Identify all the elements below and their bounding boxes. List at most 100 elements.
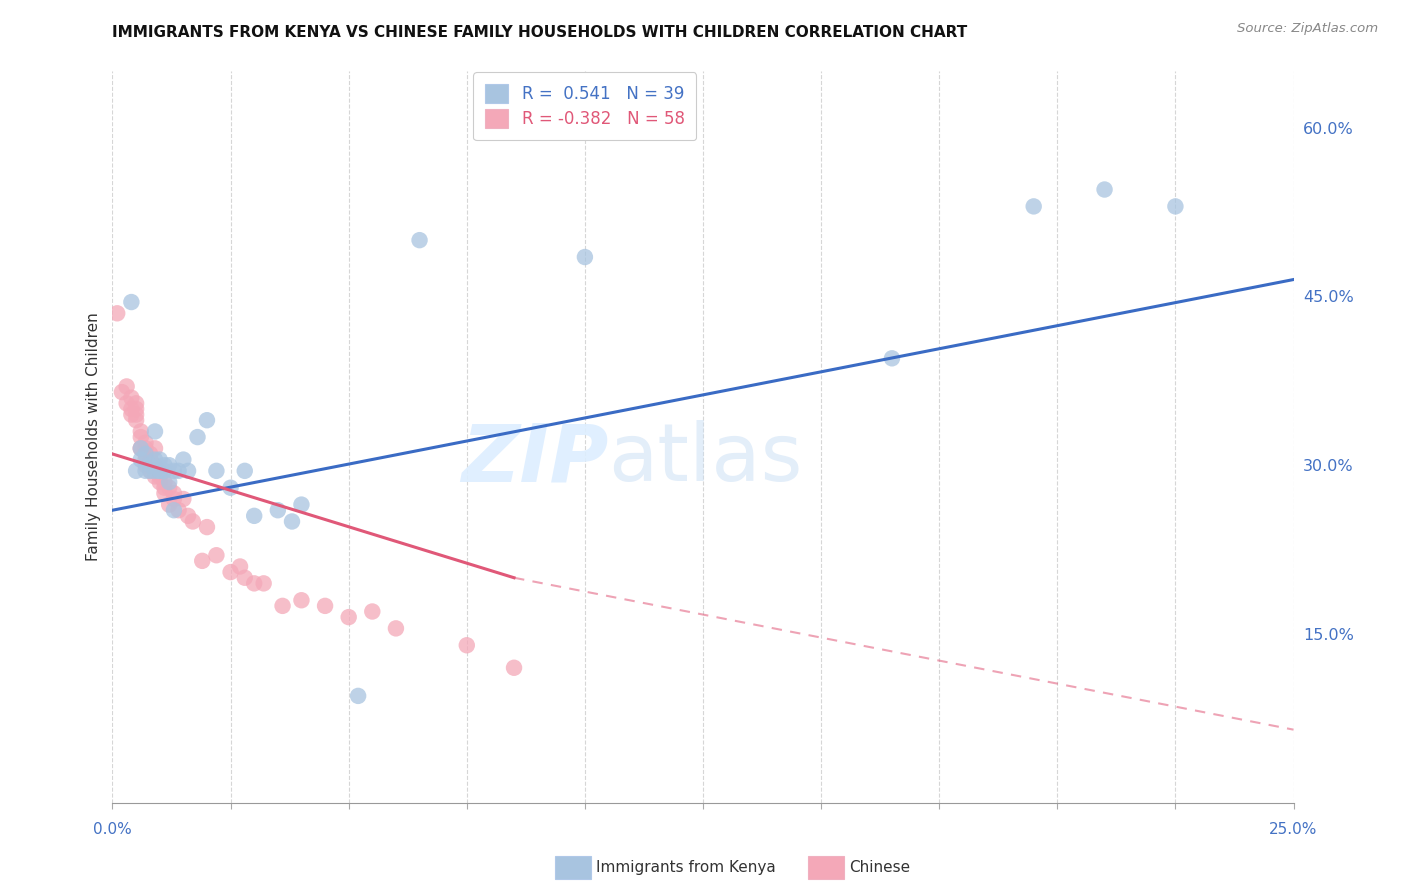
Point [153,464,176,478]
Point [143,442,166,456]
Point [361,605,384,619]
Point [163,503,186,517]
Point [105,306,128,320]
Point [219,565,242,579]
Point [129,430,152,444]
Point [120,295,142,310]
Point [143,458,166,473]
Point [149,452,172,467]
Point [157,481,180,495]
Point [135,447,157,461]
Point [219,481,242,495]
Point [290,498,312,512]
Point [314,599,336,613]
Point [172,491,194,506]
Point [120,408,142,422]
Point [129,425,152,439]
Point [153,458,176,473]
Point [233,571,256,585]
Point [149,469,172,483]
Point [347,689,370,703]
Point [408,233,430,247]
Point [271,599,294,613]
Point [135,442,157,456]
Legend: R =  0.541   N = 39, R = -0.382   N = 58: R = 0.541 N = 39, R = -0.382 N = 58 [474,72,696,140]
Point [139,458,162,473]
Point [163,464,186,478]
Point [243,576,266,591]
Point [149,464,172,478]
Point [149,464,172,478]
Point [229,559,252,574]
Point [456,638,478,652]
Point [143,425,166,439]
Point [337,610,360,624]
Point [139,464,162,478]
Point [135,452,157,467]
Point [135,458,157,473]
Point [153,475,176,489]
Point [503,661,526,675]
Point [125,396,148,410]
Point [167,464,190,478]
Point [139,458,162,473]
Point [163,486,186,500]
Point [157,458,180,473]
Point [139,447,162,461]
Y-axis label: Family Households with Children: Family Households with Children [86,313,101,561]
Point [205,548,228,562]
Point [143,464,166,478]
Point [195,520,218,534]
Point [125,408,148,422]
Point [129,452,152,467]
Point [153,481,176,495]
Point [177,508,200,523]
Point [135,447,157,461]
Point [253,576,276,591]
Point [574,250,596,264]
Point [205,464,228,478]
Point [115,396,138,410]
Point [191,554,214,568]
Text: 0.0%: 0.0% [93,822,132,837]
Point [167,503,190,517]
Text: 25.0%: 25.0% [1270,822,1317,837]
Point [181,515,204,529]
Point [143,452,166,467]
Point [1094,182,1116,196]
Point [153,486,176,500]
Point [125,401,148,416]
Point [149,464,172,478]
Point [385,621,408,635]
Point [195,413,218,427]
Point [177,464,200,478]
Point [143,469,166,483]
Point [139,464,162,478]
Point [125,464,148,478]
Point [129,442,152,456]
Point [1164,199,1187,213]
Text: ZIP: ZIP [461,420,609,498]
Point [125,413,148,427]
Text: Source: ZipAtlas.com: Source: ZipAtlas.com [1237,22,1378,36]
Point [135,435,157,450]
Point [135,464,157,478]
Text: Chinese: Chinese [849,861,910,875]
Point [880,351,903,366]
Point [281,515,304,529]
Point [143,464,166,478]
Text: atlas: atlas [609,420,803,498]
Point [149,475,172,489]
Point [129,442,152,456]
Point [290,593,312,607]
Point [267,503,290,517]
Point [139,452,162,467]
Point [129,442,152,456]
Point [233,464,256,478]
Point [115,379,138,393]
Point [120,391,142,405]
Point [243,508,266,523]
Point [120,401,142,416]
Text: IMMIGRANTS FROM KENYA VS CHINESE FAMILY HOUSEHOLDS WITH CHILDREN CORRELATION CHA: IMMIGRANTS FROM KENYA VS CHINESE FAMILY … [112,25,967,40]
Point [172,452,194,467]
